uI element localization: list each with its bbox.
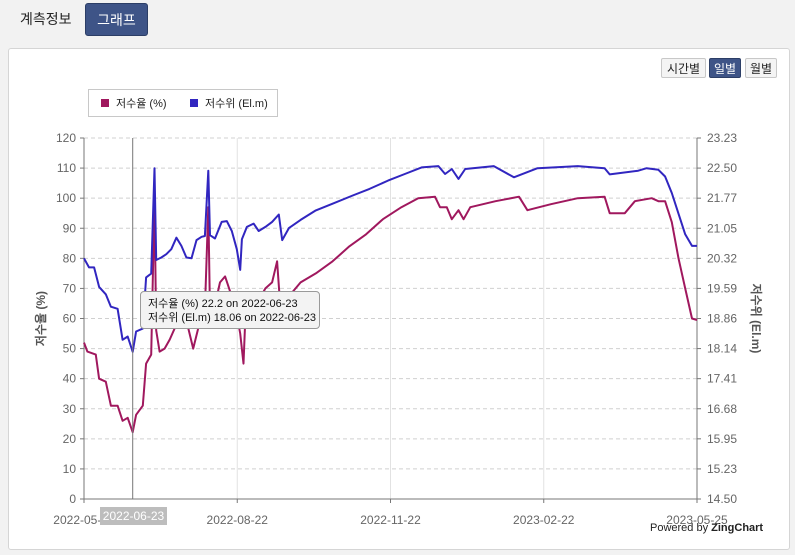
tooltip-line-2: 저수위 (El.m) 18.06 on 2022-06-23 (148, 312, 316, 324)
right-tick-label: 19.59 (707, 281, 737, 295)
right-tick-label: 23.23 (707, 131, 737, 145)
right-tick-label: 14.50 (707, 492, 737, 506)
view-hourly-button[interactable]: 시간별 (661, 58, 706, 78)
tab-graph[interactable]: 그래프 (85, 3, 148, 36)
left-tick-label: 60 (63, 312, 77, 326)
x-axis-ticks: 2022-05-25 2022-08-22 2022-11-22 2023-02-22… (53, 499, 728, 527)
x-tick-label: 2022-05-25 (53, 513, 115, 527)
left-tick-label: 30 (63, 402, 77, 416)
right-tick-label: 17.41 (707, 372, 737, 386)
right-tick-label: 18.14 (707, 342, 737, 356)
left-tick-label: 0 (69, 492, 76, 506)
x-tick-label: 2022-11-22 (360, 513, 421, 527)
left-tick-label: 70 (63, 281, 77, 295)
right-tick-label: 21.05 (707, 221, 737, 235)
left-tick-label: 90 (63, 221, 77, 235)
right-tick-label: 18.86 (707, 312, 737, 326)
powered-by[interactable]: Powered by ZingChart (650, 522, 763, 534)
legend-series2-label: 저수위 (El.m) (205, 98, 268, 110)
right-tick-label: 15.23 (707, 462, 737, 476)
tab-bar: 계측정보 그래프 (0, 0, 795, 40)
y-axis-left-label: 저수율 (%) (33, 291, 48, 346)
crosshair-date-label: 2022-06-23 (100, 507, 167, 525)
left-tick-label: 110 (57, 161, 76, 175)
left-tick-label: 50 (63, 342, 77, 356)
view-daily-button[interactable]: 일별 (709, 58, 741, 78)
left-tick-label: 80 (63, 251, 77, 265)
zingchart-brand: ZingChart (711, 522, 764, 534)
tooltip-line-1: 저수율 (%) 22.2 on 2022-06-23 (148, 298, 298, 310)
tab-measurement-info[interactable]: 계측정보 (20, 11, 72, 27)
right-tick-label: 15.95 (707, 432, 737, 446)
chart-legend: 저수율 (%) 저수위 (El.m) (88, 89, 278, 117)
left-tick-label: 10 (63, 462, 77, 476)
right-tick-label: 20.32 (707, 251, 737, 265)
left-tick-label: 40 (63, 372, 77, 386)
right-tick-label: 22.50 (707, 161, 737, 175)
y-axis-right-label: 저수위 (El.m) (749, 284, 764, 354)
view-monthly-button[interactable]: 월별 (745, 58, 777, 78)
series1-swatch (101, 99, 109, 108)
x-tick-label: 2023-05-25 (666, 513, 728, 527)
legend-series1-label: 저수율 (%) (116, 98, 167, 110)
legend-item-series2[interactable]: 저수위 (El.m) (190, 97, 268, 111)
data-tooltip: 저수율 (%) 22.2 on 2022-06-23 저수위 (El.m) 18… (140, 291, 320, 329)
x-tick-label: 2022-08-22 (207, 513, 269, 527)
right-tick-label: 16.68 (707, 402, 737, 416)
powered-by-prefix: Powered by (650, 522, 712, 534)
left-tick-label: 20 (63, 432, 77, 446)
right-axis-ticks: 14.50 15.23 15.95 16.68 17.41 18.14 18.86 19.59… (697, 131, 737, 506)
left-tick-label: 120 (56, 131, 76, 145)
legend-item-series1[interactable]: 저수율 (%) (101, 97, 167, 111)
left-axis-ticks: 0 10 20 30 40 50 60 70 80 90 100 110 120 (56, 131, 84, 506)
left-tick-label: 100 (56, 191, 76, 205)
series2-swatch (190, 99, 198, 108)
x-tick-label: 2023-02-22 (513, 513, 575, 527)
right-tick-label: 21.77 (707, 191, 737, 205)
chart-panel (8, 48, 790, 550)
